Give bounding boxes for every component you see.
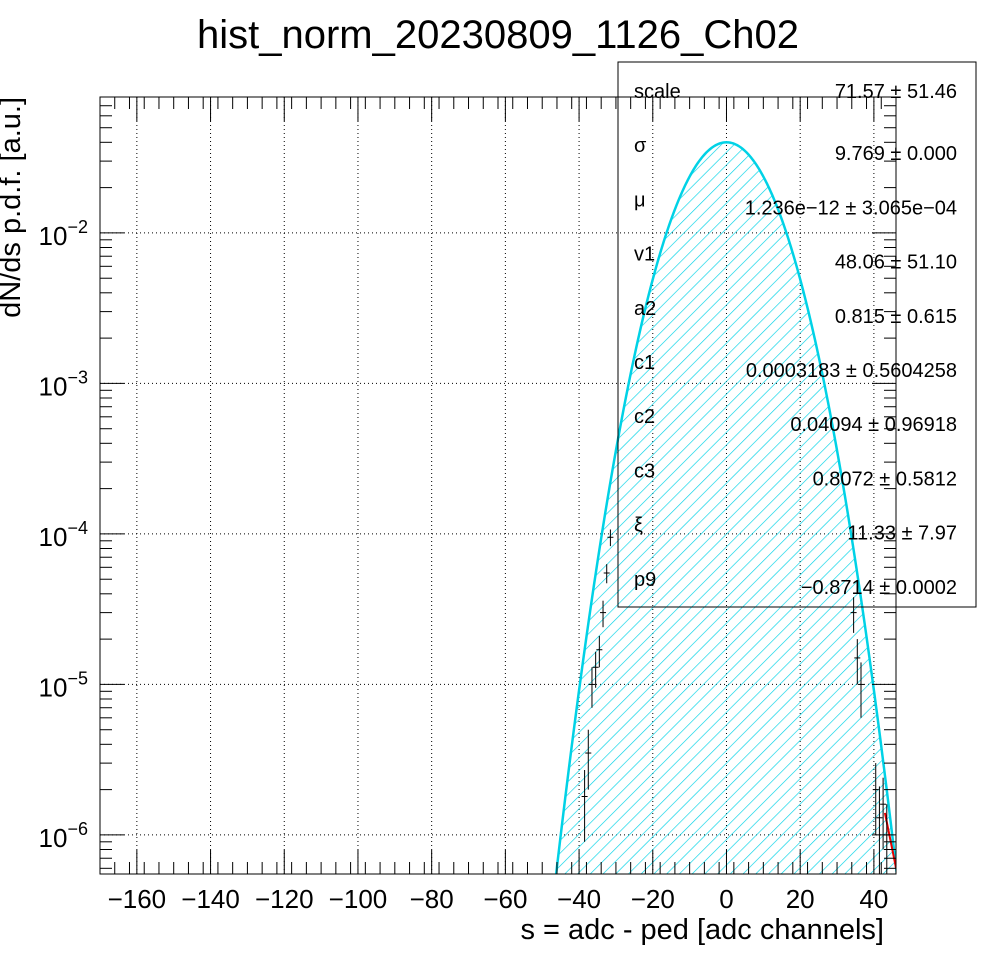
- stat-value: 0.8072 ± 0.5812: [813, 468, 957, 490]
- y-axis-title: dN/ds p.d.f. [a.u.]: [0, 97, 27, 318]
- chart-title: hist_norm_20230809_1126_Ch02: [197, 13, 799, 57]
- fit-curve: [554, 141, 896, 874]
- x-tick-label: −60: [483, 884, 527, 914]
- x-axis: −160 −140 −120 −100 −80 −60 −40 −20 0 20 40: [99, 97, 897, 914]
- stat-label: ξ: [634, 515, 643, 537]
- x-tick-label: 40: [859, 884, 888, 914]
- x-tick-label: −40: [557, 884, 601, 914]
- stat-value: 0.815 ± 0.615: [835, 306, 957, 328]
- stat-label: v1: [634, 244, 655, 266]
- x-tick-label: −100: [329, 884, 388, 914]
- stat-value: 11.33 ± 7.97: [847, 523, 957, 545]
- stat-value: 48.06 ± 51.10: [835, 252, 957, 274]
- x-tick-label: −20: [631, 884, 675, 914]
- stat-label: c1: [634, 352, 655, 374]
- y-tick-label: 10−5: [39, 668, 88, 702]
- stat-value: 9.769 ± 0.000: [835, 143, 957, 165]
- stat-value: −0.8714 ± 0.0002: [801, 577, 957, 599]
- x-tick-label: −80: [410, 884, 454, 914]
- x-tick-label: −140: [181, 884, 240, 914]
- stat-label: μ: [634, 189, 646, 211]
- y-tick-label: 10−4: [39, 518, 88, 552]
- stat-value: 0.0003183 ± 0.5604258: [746, 360, 957, 382]
- stat-label: c2: [634, 406, 655, 428]
- stats-box-frame: [617, 61, 977, 608]
- stat-label: a2: [634, 298, 656, 320]
- x-axis-title: s = adc - ped [adc channels]: [520, 914, 884, 946]
- y-axis: 10−6 10−5 10−4 10−3 10−2: [39, 96, 896, 869]
- y-tick-label: 10−6: [39, 819, 88, 853]
- stat-label: scale: [634, 81, 681, 103]
- stat-value: 71.57 ± 51.46: [835, 81, 957, 103]
- y-tick-label: 10−3: [39, 367, 88, 401]
- x-tick-label: 0: [719, 884, 733, 914]
- stat-value: 0.04094 ± 0.96918: [790, 414, 957, 436]
- x-tick-label: −120: [255, 884, 314, 914]
- stat-value: 1.236e−12 ± 3.065e−04: [745, 197, 957, 219]
- x-tick-label: −160: [108, 884, 167, 914]
- y-tick-label: 10−2: [39, 217, 88, 251]
- plot-area: [554, 141, 896, 874]
- stat-label: p9: [634, 569, 656, 591]
- x-tick-label: 20: [786, 884, 815, 914]
- stat-label: c3: [634, 460, 655, 482]
- stat-label: σ: [634, 135, 647, 157]
- stats-box: scale 71.57 ± 51.46 σ 9.769 ± 0.000 μ 1.236e−…: [617, 61, 977, 608]
